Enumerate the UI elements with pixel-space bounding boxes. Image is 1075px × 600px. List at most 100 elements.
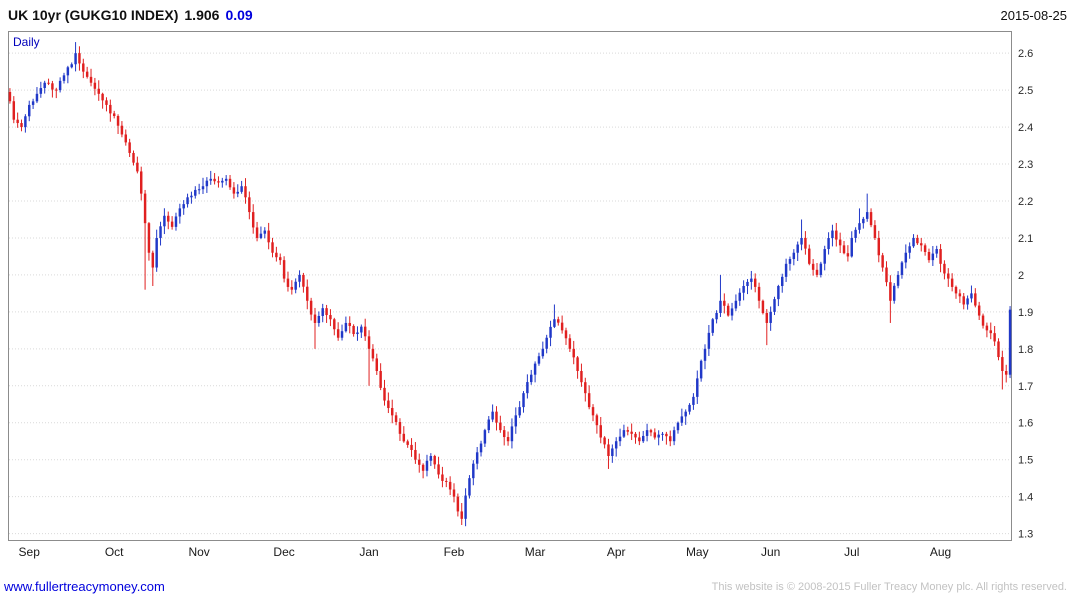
candle-body <box>24 116 27 128</box>
candle-body <box>317 315 321 323</box>
candle-body <box>414 449 417 460</box>
y-tick-label: 2 <box>1018 270 1024 282</box>
site-link[interactable]: www.fullertreacymoney.com <box>4 579 165 594</box>
candle-body <box>584 382 587 394</box>
candle-body <box>923 245 927 252</box>
candle-body <box>1001 357 1004 371</box>
candle-body <box>387 400 390 409</box>
candle-body <box>607 444 610 456</box>
candle-body <box>950 278 954 287</box>
candle-body <box>267 230 270 243</box>
candle-body <box>808 248 811 264</box>
candle-body <box>167 215 170 222</box>
candle-body <box>811 263 815 270</box>
candle-body <box>93 82 97 89</box>
candle-body <box>792 252 796 260</box>
candle-body <box>78 53 81 64</box>
candle-body <box>989 330 992 334</box>
candle-body <box>182 204 185 209</box>
candle-body <box>240 186 243 192</box>
candle-body <box>572 348 575 358</box>
candle-body <box>900 262 904 275</box>
candle-body <box>201 186 205 190</box>
candle-body <box>321 308 324 316</box>
y-tick-label: 1.3 <box>1018 529 1033 541</box>
candle-body <box>974 293 977 306</box>
candle-body <box>777 286 780 300</box>
candle-body <box>726 305 730 316</box>
candle-body <box>383 387 386 401</box>
candle-body <box>336 329 340 338</box>
candle-body <box>39 88 43 94</box>
candle-body <box>47 82 50 84</box>
candle-body <box>943 263 946 274</box>
x-tick-label: May <box>686 545 709 559</box>
candle-body <box>676 422 680 431</box>
candles-group <box>8 42 1012 527</box>
x-tick-label: Feb <box>444 545 465 559</box>
candle-body <box>885 267 888 283</box>
candle-body <box>491 411 494 420</box>
candle-body <box>672 430 676 442</box>
candle-body <box>163 215 166 227</box>
candle-body <box>82 63 85 72</box>
candle-body <box>688 404 691 412</box>
candle-body <box>97 88 100 94</box>
candle-body <box>178 208 182 217</box>
candle-body <box>614 441 618 449</box>
x-tick-label: Mar <box>525 545 546 559</box>
candle-body <box>290 286 294 290</box>
candle-body <box>796 244 799 253</box>
y-tick-label: 1.5 <box>1018 455 1033 467</box>
candle-body <box>854 229 857 238</box>
candle-body <box>85 71 89 77</box>
y-tick-label: 1.8 <box>1018 344 1033 356</box>
candle-body <box>425 460 429 471</box>
candle-body <box>931 253 935 261</box>
candle-body <box>557 319 560 323</box>
candle-body <box>398 422 402 434</box>
candle-body <box>155 237 158 268</box>
candle-body <box>927 251 931 261</box>
candle-body <box>429 456 433 461</box>
candle-body <box>31 101 35 105</box>
candle-body <box>889 282 892 301</box>
y-tick-label: 2.3 <box>1018 159 1033 171</box>
candle-body <box>506 437 510 442</box>
candle-body <box>58 80 62 91</box>
candle-body <box>255 227 259 238</box>
candle-body <box>977 305 981 316</box>
candle-body <box>313 314 317 323</box>
candle-body <box>985 325 989 331</box>
candle-body <box>750 278 753 282</box>
candle-body <box>344 322 348 332</box>
candle-body <box>329 315 332 320</box>
candle-body <box>692 396 695 405</box>
candlestick-chart: 1.3 1.4 1.5 1.6 1.7 1.8 1.9 2 2.1 2.2 2.3 2.4 2.5 2.6… <box>8 31 1033 559</box>
candle-body <box>371 348 375 359</box>
candle-body <box>124 134 128 143</box>
candle-body <box>827 238 830 250</box>
candle-body <box>877 237 881 256</box>
candle-body <box>232 187 236 194</box>
candle-body <box>279 257 282 261</box>
candle-body <box>35 93 39 102</box>
y-tick-label: 2.1 <box>1018 233 1033 245</box>
candle-body <box>352 325 355 335</box>
y-tick-label: 1.4 <box>1018 492 1033 504</box>
frequency-label: Daily <box>13 35 40 49</box>
candle-body <box>649 430 653 433</box>
y-tick-label: 1.7 <box>1018 381 1033 393</box>
candle-body <box>348 322 351 326</box>
candle-body <box>51 83 54 90</box>
candle-body <box>174 216 178 227</box>
candle-body <box>302 274 305 287</box>
candle-body <box>715 312 718 320</box>
candle-body <box>684 411 687 417</box>
candle-body <box>723 300 726 306</box>
candle-body <box>641 435 645 442</box>
gridlines-group <box>9 52 1011 535</box>
candle-body <box>70 64 73 68</box>
candle-body <box>433 456 436 465</box>
x-tick-label: Apr <box>607 545 626 559</box>
